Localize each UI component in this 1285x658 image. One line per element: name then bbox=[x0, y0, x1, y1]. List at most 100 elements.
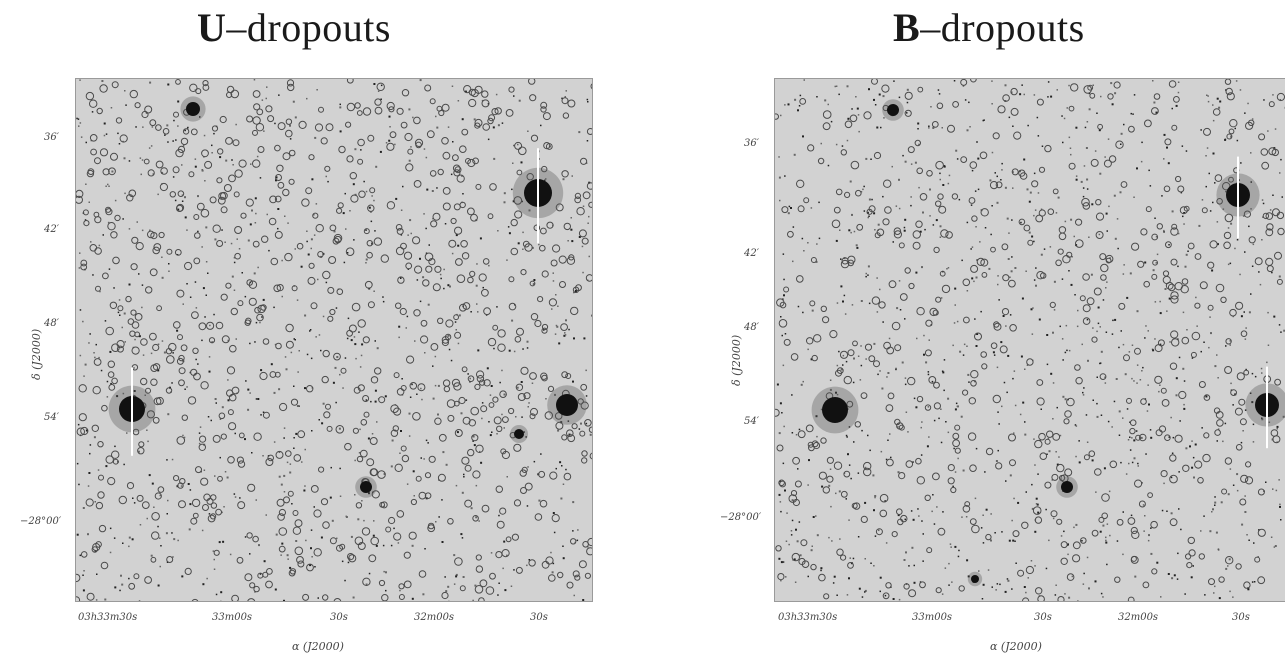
point-source bbox=[128, 536, 131, 539]
dropout-candidate-circle bbox=[285, 450, 292, 457]
point-source bbox=[512, 162, 514, 164]
point-source bbox=[1086, 556, 1089, 559]
dropout-candidate-circle bbox=[211, 125, 219, 132]
dropout-candidate-circle bbox=[1101, 493, 1110, 502]
dropout-candidate-circle bbox=[217, 148, 224, 155]
point-source bbox=[984, 227, 987, 229]
point-source bbox=[966, 290, 969, 292]
dropout-candidate-circle bbox=[268, 217, 277, 226]
point-source bbox=[831, 540, 833, 542]
dropout-candidate-circle bbox=[386, 201, 396, 210]
dropout-candidate-circle bbox=[168, 342, 177, 352]
point-source bbox=[921, 421, 923, 423]
dropout-candidate-circle bbox=[111, 81, 119, 89]
dropout-candidate-circle bbox=[1129, 427, 1136, 435]
point-source bbox=[128, 160, 131, 162]
point-source bbox=[219, 418, 222, 420]
point-source bbox=[253, 272, 256, 275]
point-source bbox=[1149, 429, 1152, 431]
point-source bbox=[1136, 382, 1138, 384]
dropout-candidate-circle bbox=[903, 583, 910, 590]
dropout-candidate-circle bbox=[899, 293, 908, 301]
point-source bbox=[874, 496, 876, 499]
point-source bbox=[1126, 408, 1129, 410]
point-source bbox=[1105, 539, 1107, 542]
point-source bbox=[222, 540, 225, 543]
point-source bbox=[281, 295, 283, 298]
point-source bbox=[1053, 280, 1056, 283]
dropout-candidate-circle bbox=[137, 447, 145, 455]
dropout-candidate-circle bbox=[87, 168, 95, 175]
point-source bbox=[843, 294, 846, 297]
b-dropouts-field-svg bbox=[775, 79, 1285, 601]
dropout-candidate-circle bbox=[118, 495, 127, 505]
point-source bbox=[1104, 156, 1106, 158]
point-source bbox=[380, 98, 382, 100]
point-source bbox=[1163, 158, 1165, 160]
point-source bbox=[1207, 100, 1210, 103]
b-dec-tick-48: 48′ bbox=[744, 322, 759, 333]
point-source bbox=[552, 512, 555, 514]
point-source bbox=[1117, 247, 1119, 250]
dropout-candidate-circle bbox=[1062, 255, 1071, 264]
point-source bbox=[1178, 471, 1180, 473]
point-source bbox=[880, 450, 883, 453]
bright-star bbox=[556, 394, 578, 416]
point-source bbox=[107, 183, 109, 186]
point-source bbox=[887, 372, 890, 374]
point-source bbox=[463, 473, 465, 476]
dropout-candidate-circle bbox=[191, 598, 199, 601]
u-ylabel: δ (J2000) bbox=[30, 328, 43, 380]
point-source bbox=[951, 581, 953, 583]
point-source bbox=[1182, 367, 1185, 370]
point-source bbox=[565, 90, 567, 92]
dropout-candidate-circle bbox=[1034, 516, 1043, 524]
u-dropouts-title-bold: U bbox=[197, 5, 227, 50]
dropout-candidate-circle bbox=[1070, 83, 1079, 92]
dropout-candidate-circle bbox=[389, 131, 397, 139]
point-source bbox=[1120, 143, 1122, 145]
dropout-candidate-circle bbox=[781, 206, 789, 214]
point-source bbox=[1092, 399, 1094, 401]
point-source bbox=[280, 483, 283, 486]
dropout-candidate-circle bbox=[904, 91, 913, 100]
point-source bbox=[1024, 421, 1026, 423]
point-source bbox=[941, 370, 944, 372]
point-source bbox=[863, 210, 866, 212]
point-source bbox=[419, 300, 422, 303]
point-source bbox=[1107, 420, 1110, 423]
point-source bbox=[880, 126, 882, 129]
dropout-candidate-circle bbox=[413, 309, 421, 317]
point-source bbox=[98, 356, 100, 359]
point-source bbox=[406, 315, 409, 318]
point-source bbox=[953, 80, 956, 82]
dropout-candidate-circle bbox=[1075, 218, 1083, 226]
point-source bbox=[234, 496, 237, 498]
point-source bbox=[233, 261, 236, 264]
point-source bbox=[922, 211, 924, 214]
point-source bbox=[368, 572, 371, 575]
point-source bbox=[794, 581, 797, 583]
point-source bbox=[582, 599, 585, 601]
dropout-candidate-circle bbox=[976, 257, 985, 266]
point-source bbox=[1104, 382, 1107, 384]
point-source bbox=[400, 277, 402, 279]
point-source bbox=[578, 428, 581, 430]
point-source bbox=[840, 285, 843, 288]
point-source bbox=[869, 449, 871, 452]
dropout-candidate-circle bbox=[501, 549, 510, 558]
dropout-candidate-circle bbox=[432, 212, 441, 221]
point-source bbox=[1074, 424, 1077, 426]
point-source bbox=[1107, 138, 1110, 140]
point-source bbox=[343, 261, 346, 264]
point-source bbox=[134, 338, 136, 341]
dropout-candidate-circle bbox=[492, 396, 499, 403]
point-source bbox=[1244, 511, 1247, 513]
point-source bbox=[544, 179, 546, 182]
point-source bbox=[173, 119, 175, 122]
point-source bbox=[793, 153, 796, 156]
point-source bbox=[571, 240, 574, 243]
point-source bbox=[186, 386, 188, 388]
dropout-candidate-circle bbox=[110, 152, 118, 161]
dropout-candidate-circle bbox=[346, 102, 356, 112]
